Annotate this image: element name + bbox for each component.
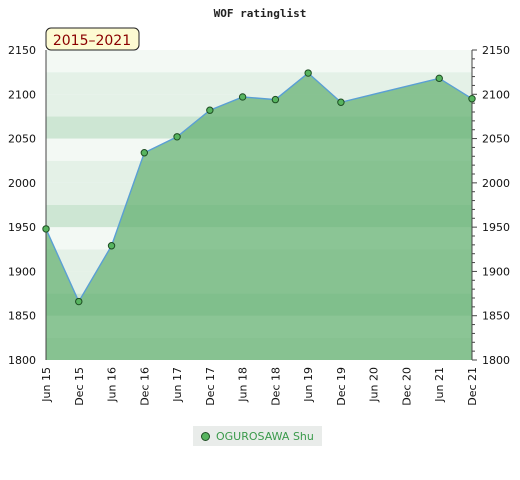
y-tick-label-left: 1900: [8, 265, 36, 278]
data-point: [107, 242, 116, 250]
x-tick-label: Dec 15: [73, 367, 86, 406]
y-tick-label-left: 2000: [8, 177, 36, 190]
x-tick-label: Dec 16: [138, 367, 151, 406]
y-tick-label-right: 1950: [482, 221, 510, 234]
legend[interactable]: OGUROSAWA Shu: [193, 426, 322, 446]
x-tick-label: Jun 19: [302, 367, 315, 403]
y-tick-label-left: 2050: [8, 133, 36, 146]
marker-layer: [42, 69, 476, 306]
data-point: [75, 297, 83, 306]
y-tick-label-left: 1950: [8, 221, 36, 234]
y-tick-label-left: 2150: [8, 44, 36, 57]
data-point: [206, 106, 214, 114]
period-badge: 2015–2021: [45, 27, 140, 51]
data-point: [238, 93, 247, 101]
data-point: [173, 133, 181, 141]
legend-marker-icon: [201, 431, 210, 441]
y-tick-label-right: 1800: [482, 354, 510, 367]
line-layer: [45, 72, 473, 304]
x-tick-label: Dec 21: [466, 367, 479, 406]
x-tick-label: Jun 17: [171, 367, 184, 403]
x-tick-label: Jun 16: [106, 367, 119, 403]
x-tick-label: Dec 20: [400, 367, 413, 406]
axis-layer: 1800 1800 1850 1850 1900 1900 1950 1950 2000 2000…: [8, 44, 510, 406]
x-tick-label: Jun 20: [368, 367, 381, 403]
x-tick-label: Dec 19: [335, 367, 348, 406]
data-point: [304, 69, 312, 77]
y-tick-label-left: 2100: [8, 88, 36, 101]
data-point: [271, 95, 280, 104]
x-tick-label: Jun 21: [433, 367, 446, 403]
x-tick-label: Dec 17: [204, 367, 217, 406]
y-tick-label-right: 2150: [482, 44, 510, 57]
y-tick-label-left: 1800: [8, 354, 36, 367]
x-tick-label: Dec 18: [269, 367, 282, 406]
period-badge-box: [45, 27, 140, 51]
y-tick-label-right: 2100: [482, 88, 510, 101]
data-point: [140, 149, 149, 157]
y-tick-label-left: 1850: [8, 310, 36, 323]
background-band: [46, 72, 472, 95]
legend-label: OGUROSAWA Shu: [216, 429, 314, 443]
series-line: [45, 72, 473, 304]
series-area: [46, 73, 472, 361]
data-point: [337, 98, 345, 106]
data-point: [468, 95, 476, 103]
y-tick-label-right: 2050: [482, 133, 510, 146]
data-point: [42, 225, 50, 233]
x-tick-label: Jun 18: [237, 367, 250, 403]
chart-title: WOF ratinglist: [214, 7, 307, 20]
background-band: [46, 50, 472, 73]
data-point: [435, 74, 443, 83]
y-tick-label-right: 1850: [482, 310, 510, 323]
period-badge-label: 2015–2021: [53, 33, 131, 49]
y-tick-label-right: 1900: [482, 265, 510, 278]
y-tick-label-right: 2000: [482, 177, 510, 190]
area-layer: [46, 73, 472, 361]
x-tick-label: Jun 15: [40, 367, 53, 403]
